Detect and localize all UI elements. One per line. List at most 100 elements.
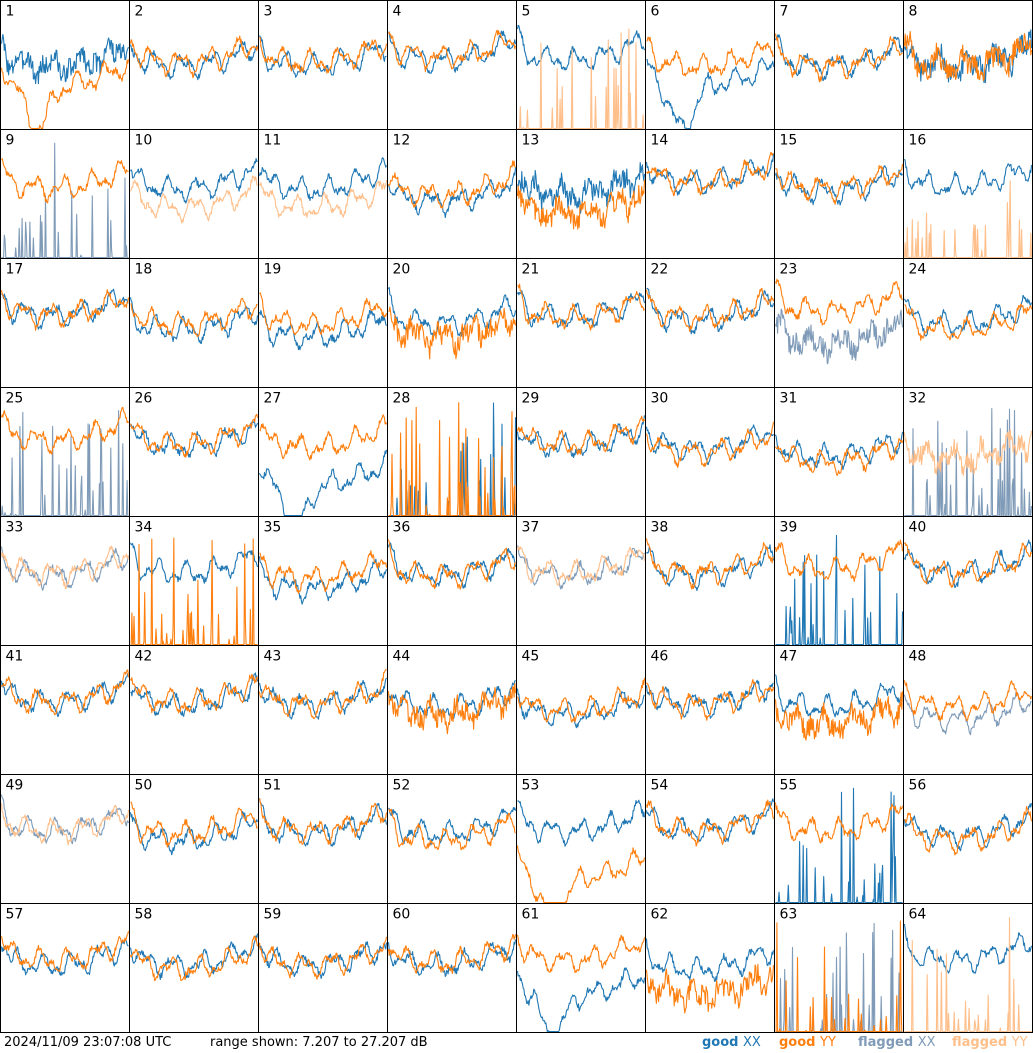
panel-label: 13 [522,133,540,149]
series-yy-line [129,413,259,458]
panel-frame [516,774,646,904]
series-xx-line [903,158,1033,196]
panel-3: 3 [258,0,388,130]
panel-label: 29 [522,391,540,407]
panel-60: 60 [387,903,517,1033]
series-yy-line [129,175,258,224]
panel-label: 27 [264,391,282,407]
panel-frame [516,645,646,775]
panel-label: 15 [780,133,798,149]
panel-22: 22 [645,258,775,388]
panel-label: 4 [393,4,402,20]
panel-32: 32 [903,387,1033,517]
panel-label: 35 [264,520,282,536]
series-yy-line [258,798,388,845]
panel-label: 18 [135,262,153,278]
series-yy-line [388,402,517,517]
panel-1: 1 [0,0,130,130]
panel-frame [645,129,775,259]
series-xx-line [258,941,388,980]
panel-label: 53 [522,778,540,794]
series-yy-line [0,545,130,590]
series-xx-line [904,294,1033,338]
panel-label: 37 [522,520,540,536]
panel-26: 26 [129,387,259,517]
series-yy-line [130,297,258,337]
panel-label: 6 [651,4,660,20]
series-xx-line [904,408,1033,517]
panel-label: 41 [6,649,24,665]
legend-status: flagged [952,1035,1008,1050]
panel-frame [516,0,646,130]
panel-frame [516,258,646,388]
panel-frame [774,387,904,517]
series-xx-line [646,544,775,592]
panel-18: 18 [129,258,259,388]
panel-25: 25 [0,387,130,517]
panel-label: 50 [135,778,153,794]
panel-48: 48 [903,645,1033,775]
panel-2: 2 [129,0,259,130]
panel-63: 63 [774,903,904,1033]
panel-frame [774,129,904,259]
panel-frame [0,0,130,130]
series-xx-line [516,24,646,71]
series-yy-line [259,550,388,594]
series-yy-line [775,438,904,476]
panel-frame [774,0,904,130]
panel-36: 36 [387,516,517,646]
panel-label: 3 [264,4,273,20]
panel-24: 24 [903,258,1033,388]
panel-label: 56 [909,778,927,794]
panel-frame [258,387,388,517]
series-yy-line [516,415,646,456]
panel-39: 39 [774,516,904,646]
series-yy-line [645,421,775,468]
panel-49: 49 [0,774,130,904]
series-yy-line [516,934,646,974]
panel-frame [0,774,130,904]
panel-17: 17 [0,258,130,388]
panel-frame [774,774,904,904]
panel-19: 19 [258,258,388,388]
panel-33: 33 [0,516,130,646]
series-xx-line [774,674,903,718]
panel-frame [903,516,1033,646]
panel-label: 23 [780,262,798,278]
panel-20: 20 [387,258,517,388]
panel-41: 41 [0,645,130,775]
panel-53: 53 [516,774,646,904]
panel-label: 32 [909,391,927,407]
series-yy-line [517,28,645,130]
series-xx-line [517,545,645,590]
panel-11: 11 [258,129,388,259]
series-yy-line [516,845,646,904]
range-text: range shown: 7.207 to 27.207 dB [210,1035,428,1050]
panel-13: 13 [516,129,646,259]
series-yy-line [387,539,516,590]
panel-label: 34 [135,520,153,536]
panel-label: 39 [780,520,798,536]
panel-frame [774,903,904,1033]
panel-label: 60 [393,907,411,923]
panel-31: 31 [774,387,904,517]
series-xx-line [516,290,646,329]
panel-50: 50 [129,774,259,904]
series-xx-line [129,420,259,458]
panel-frame [258,516,388,646]
panel-label: 5 [522,4,531,20]
series-yy-line [129,35,259,79]
panel-label: 45 [522,649,540,665]
series-yy-line [388,306,517,360]
panel-frame [903,774,1033,904]
series-yy-line [258,936,388,980]
panel-30: 30 [645,387,775,517]
panel-frame [774,258,904,388]
panel-frame [903,903,1033,1033]
series-xx-line [645,679,774,719]
panel-label: 7 [780,4,789,20]
series-yy-line [517,283,645,331]
series-yy-line [387,29,517,73]
panel-frame [129,129,259,259]
panel-28: 28 [387,387,517,517]
